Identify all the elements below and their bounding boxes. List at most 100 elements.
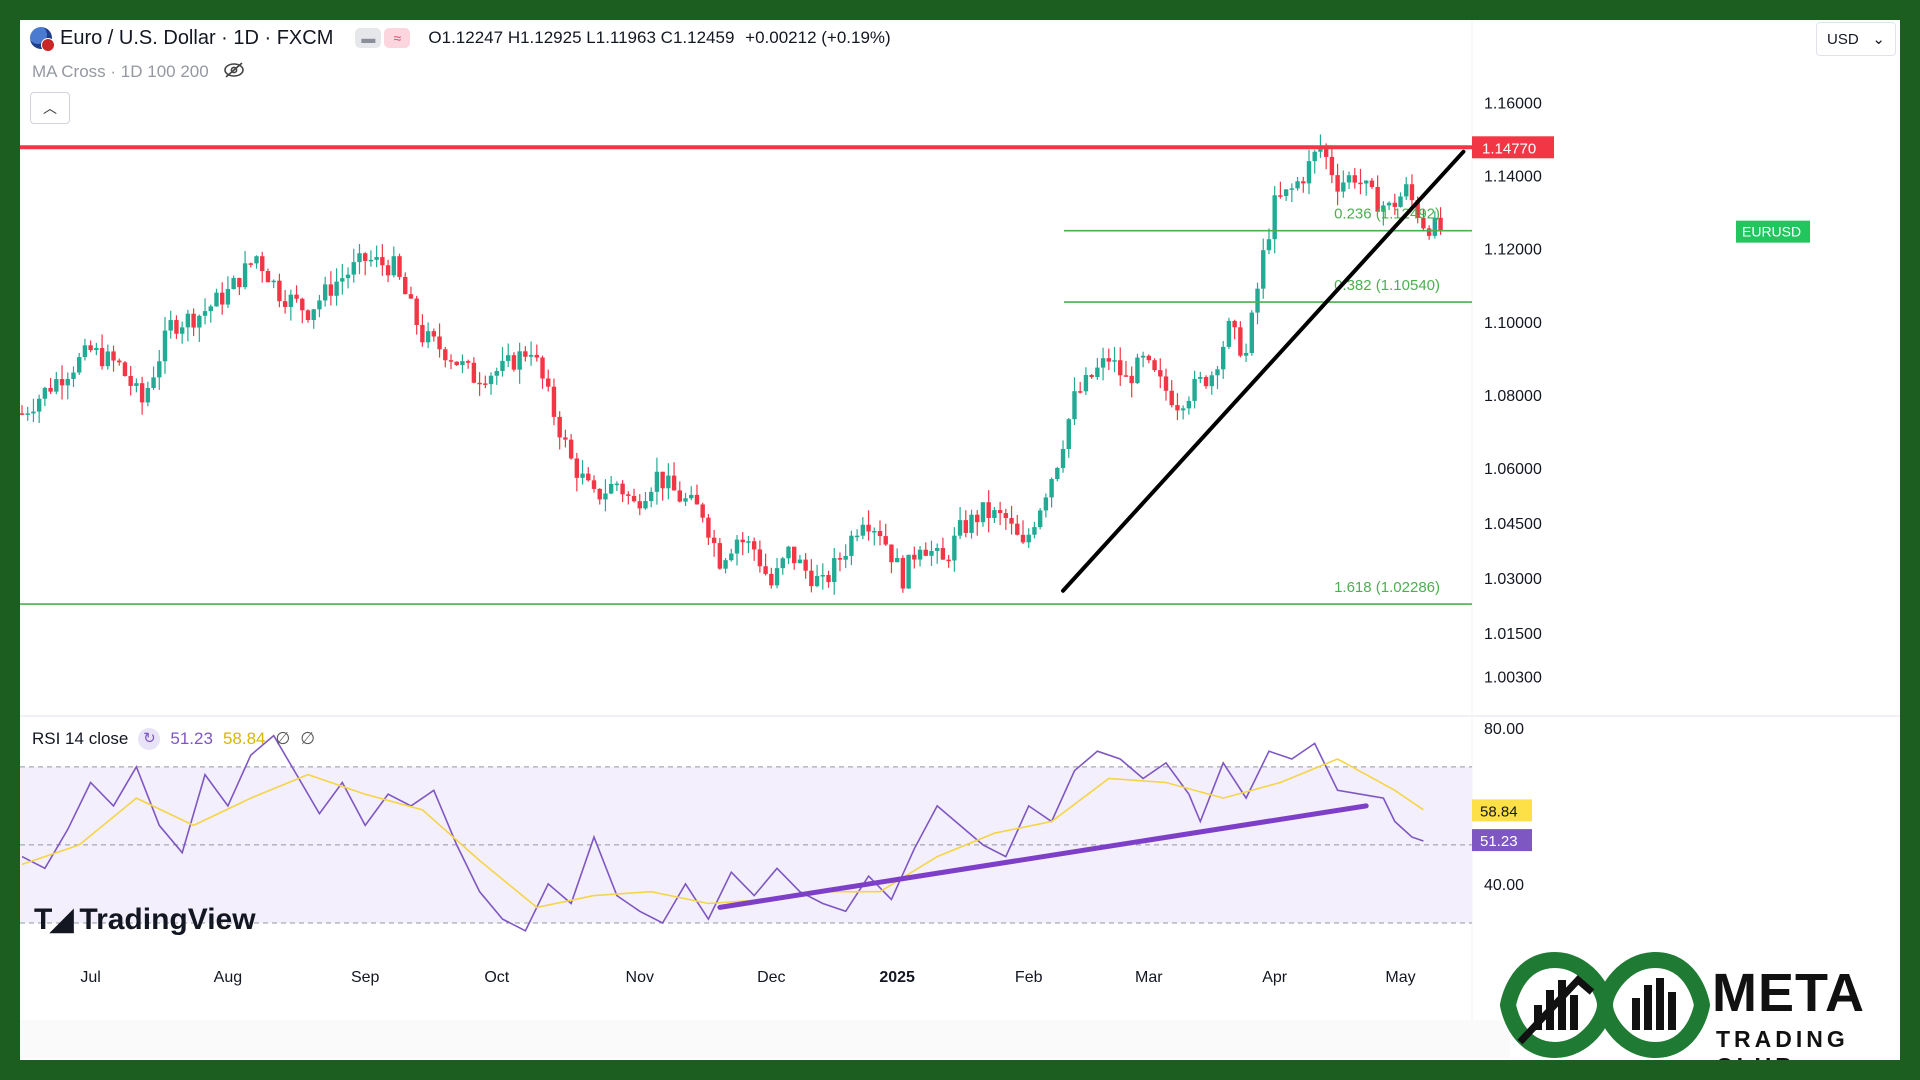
price-tick-label-0: 1.16000 xyxy=(1484,95,1542,112)
rsi-value-tag xyxy=(1472,829,1532,852)
symbol-title[interactable]: Euro / U.S. Dollar · 1D · FXCM xyxy=(60,26,334,49)
candle-body xyxy=(832,558,837,583)
mode-pills[interactable]: ▬ ≈ xyxy=(355,28,411,48)
infinity-bars-icon xyxy=(1500,951,1710,1059)
rsi-value-tag-label: 51.23 xyxy=(1480,833,1518,850)
candle-body xyxy=(706,517,711,538)
candle-body xyxy=(894,557,900,563)
candle-body xyxy=(1369,180,1375,188)
candle-body xyxy=(992,510,997,518)
candle-body xyxy=(586,473,591,481)
bar-mode-icon[interactable]: ▬ xyxy=(355,28,382,48)
candle-body xyxy=(963,520,968,533)
candle-body xyxy=(1421,217,1426,229)
candle-body xyxy=(1175,405,1180,411)
candle-body xyxy=(185,313,191,328)
time-axis-label-7: Feb xyxy=(1015,969,1043,986)
candle-body xyxy=(923,549,928,556)
candle-body xyxy=(208,306,213,312)
candle-body xyxy=(351,262,356,275)
candle-body xyxy=(1089,375,1094,378)
candle-body xyxy=(403,276,408,295)
candle-body xyxy=(1249,312,1254,354)
candle-body xyxy=(71,372,76,379)
currency-select[interactable]: USD ⌄ xyxy=(1816,22,1896,56)
candle-body xyxy=(488,375,494,385)
candle-body xyxy=(809,570,814,587)
candle-body xyxy=(603,493,608,500)
candle-body xyxy=(1043,497,1049,511)
collapse-legend-button[interactable]: ︿ xyxy=(30,92,70,124)
candle-body xyxy=(866,524,871,532)
candle-body xyxy=(168,320,173,331)
candle-body xyxy=(614,483,620,486)
candle-body xyxy=(345,274,351,279)
candle-body xyxy=(448,360,454,362)
candle-body xyxy=(1095,367,1100,378)
candle-body xyxy=(391,256,396,276)
candle-body xyxy=(248,263,253,265)
candle-body xyxy=(620,483,625,495)
price-tick-label-8: 1.01500 xyxy=(1484,626,1542,643)
candle-body xyxy=(25,413,30,415)
rsi-extra-1: ∅ xyxy=(275,729,291,748)
rsi-trendline xyxy=(717,803,1369,910)
candle-body xyxy=(786,546,791,559)
candle-body xyxy=(1335,175,1340,192)
eye-off-icon[interactable] xyxy=(223,61,245,84)
candle-body xyxy=(883,536,888,545)
candle-body xyxy=(517,351,522,370)
tradingview-logo[interactable]: T◢ TradingView xyxy=(34,902,256,937)
rsi-ma-line xyxy=(21,758,1424,909)
candle-body xyxy=(969,514,974,533)
current-price-symbol: EURUSD xyxy=(1742,224,1801,240)
fib-level-label-3: 1.618 (1.02286) xyxy=(1334,579,1440,596)
candle-body xyxy=(128,375,133,386)
chart-svg[interactable]: 1.16000 1.14000 1.12000 1.10000 1.08000 1.060… xyxy=(20,20,1900,1060)
candle-body xyxy=(328,284,334,296)
candle-body xyxy=(1261,250,1266,289)
ohlc-close: C1.12459 xyxy=(660,28,735,47)
candle-body xyxy=(1438,217,1443,231)
candle-body xyxy=(271,280,276,283)
candle-body xyxy=(1015,523,1020,535)
candle-body xyxy=(42,387,48,399)
candle-body xyxy=(506,355,511,361)
candle-body xyxy=(1209,375,1214,387)
candle-body xyxy=(1169,390,1174,406)
price-tick-label-5: 1.06000 xyxy=(1484,461,1542,478)
candle-body xyxy=(237,277,242,288)
candle-body xyxy=(260,256,265,272)
time-axis-label-1: Aug xyxy=(214,969,242,986)
chevron-up-icon: ︿ xyxy=(43,100,57,116)
refresh-icon[interactable]: ↻ xyxy=(138,728,161,750)
rsi-tick-label-1: 40.00 xyxy=(1484,877,1524,894)
candle-body xyxy=(734,539,740,554)
candle-body xyxy=(225,289,231,305)
rsi-label[interactable]: RSI 14 close xyxy=(32,729,129,748)
candle-body xyxy=(1146,355,1152,361)
candle-body xyxy=(1243,353,1249,356)
candle-body xyxy=(460,361,465,366)
candle-body xyxy=(1341,182,1346,192)
time-axis-label-0: Jul xyxy=(80,969,100,986)
candle-body xyxy=(1180,408,1186,411)
tradingview-wordmark: TradingView xyxy=(79,902,256,936)
candle-body xyxy=(826,575,831,583)
indicator-label[interactable]: MA Cross · 1D 100 200 xyxy=(32,62,209,81)
approx-icon[interactable]: ≈ xyxy=(384,28,411,48)
candle-body xyxy=(414,298,419,325)
candle-body xyxy=(36,398,42,412)
rsi-ma-tag-label: 58.84 xyxy=(1480,803,1518,820)
candle-body xyxy=(763,566,768,574)
candle-body xyxy=(551,386,557,417)
candle-body xyxy=(1278,195,1283,197)
candle-body xyxy=(471,362,477,383)
candle-body xyxy=(1066,419,1071,450)
candle-body xyxy=(99,348,105,367)
candle-body xyxy=(694,494,700,505)
tradingview-mark-icon: T◢ xyxy=(34,903,73,936)
rsi-tick-label-0: 80.00 xyxy=(1484,721,1524,738)
candle-body xyxy=(317,300,322,310)
fib-level-label-2: 0.382 (1.10540) xyxy=(1334,277,1440,294)
